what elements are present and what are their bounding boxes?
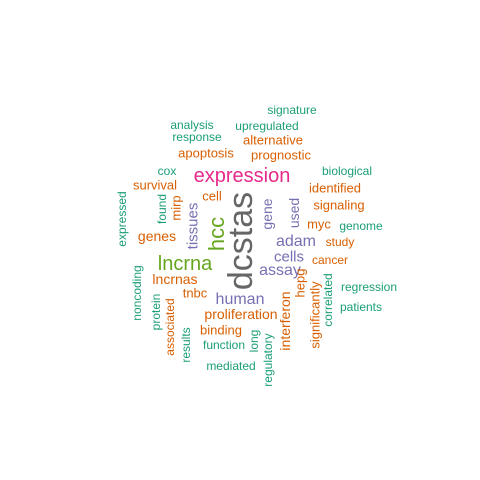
word-upregulated: upregulated	[235, 119, 299, 133]
word-dcstas: dcstas	[222, 191, 260, 291]
word-gene: gene	[259, 198, 275, 230]
word-genome: genome	[339, 219, 383, 233]
word-mediated: mediated	[206, 359, 256, 373]
word-mirp: mirp	[168, 195, 184, 221]
word-results: results	[179, 327, 193, 363]
word-signaling: signaling	[313, 197, 365, 213]
word-significantly: significantly	[307, 281, 323, 349]
word-lncrna: lncrna	[157, 253, 213, 275]
word-tnbc: tnbc	[182, 285, 208, 301]
word-expression: expression	[193, 165, 291, 187]
word-identified: identified	[308, 180, 362, 196]
word-binding: binding	[200, 322, 242, 338]
word-used: used	[286, 197, 302, 229]
word-expressed: expressed	[115, 191, 129, 247]
word-myc: myc	[307, 216, 331, 232]
word-found: found	[155, 193, 169, 225]
word-tissues: tissues	[184, 202, 202, 250]
word-signature: signature	[267, 103, 317, 117]
word-cells: cells	[273, 248, 305, 266]
word-apoptosis: apoptosis	[178, 145, 234, 161]
word-alternative: alternative	[243, 132, 303, 148]
word-function: function	[202, 338, 246, 352]
word-cancer: cancer	[311, 253, 349, 267]
word-correlated: correlated	[321, 273, 335, 327]
word-prognostic: prognostic	[251, 147, 311, 163]
word-associated: associated	[163, 298, 177, 356]
word-response: response	[172, 130, 222, 144]
word-survival: survival	[132, 177, 178, 193]
word-genes: genes	[137, 228, 177, 244]
word-interferon: interferon	[277, 291, 293, 351]
word-regulatory: regulatory	[261, 333, 275, 387]
word-hepg: hepg	[292, 268, 308, 298]
word-biological: biological	[321, 164, 373, 178]
word-cox: cox	[157, 164, 177, 178]
word-adam: adam	[275, 233, 317, 250]
word-regression: regression	[340, 280, 398, 294]
word-long: long	[247, 329, 261, 353]
word-lncrnas: lncrnas	[152, 271, 198, 287]
word-hcc: hcc	[204, 216, 229, 252]
word-noncoding: noncoding	[130, 265, 144, 321]
word-human: human	[215, 291, 265, 308]
word-study: study	[325, 235, 355, 249]
word-analysis: analysis	[170, 118, 214, 132]
word-patients: patients	[339, 300, 383, 314]
word-protein: protein	[149, 293, 163, 331]
word-assay: assay	[259, 262, 301, 279]
word-proliferation: proliferation	[204, 306, 278, 322]
word-cell: cell	[202, 188, 222, 204]
